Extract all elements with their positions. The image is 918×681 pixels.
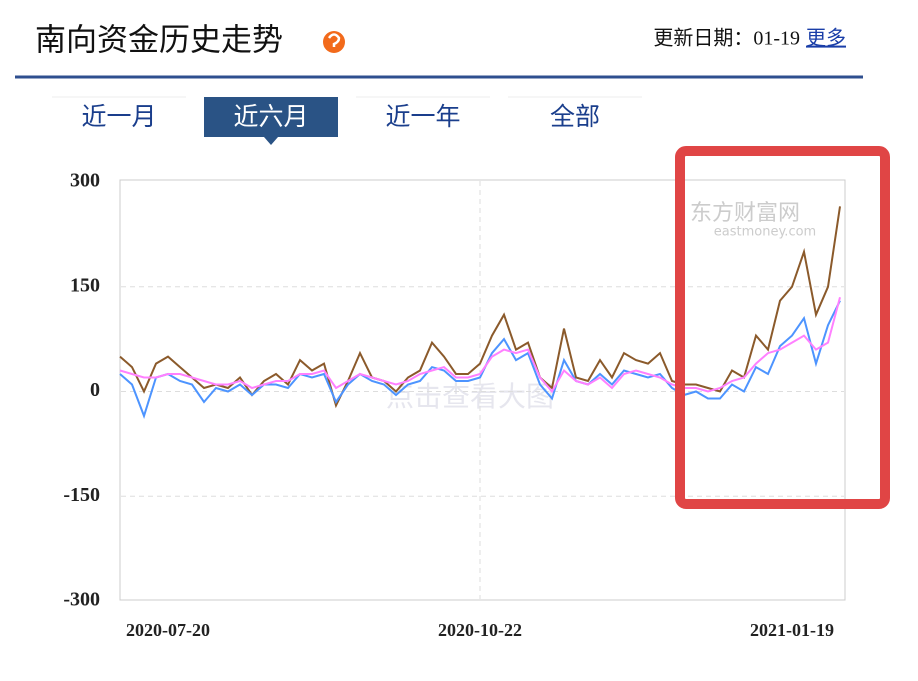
series-line — [119, 300, 841, 419]
y-tick-label: 0 — [90, 379, 100, 401]
plot-frame — [119, 179, 846, 601]
x-tick-label: 2021-01-19 — [750, 620, 834, 640]
tab[interactable]: 近六月 — [233, 102, 308, 131]
x-tick-label: 2020-10-22 — [438, 620, 522, 640]
highlight-box — [675, 146, 890, 509]
series-line — [119, 206, 841, 409]
title: 南向资金历史走势 — [35, 23, 283, 59]
help-icon[interactable] — [323, 31, 345, 53]
x-tick-label: 2020-07-20 — [126, 620, 210, 640]
tab-pointer — [264, 137, 278, 145]
tab-active-bg — [204, 97, 338, 137]
y-tick-label: 150 — [70, 274, 100, 296]
y-tick-label: -150 — [63, 484, 100, 506]
tab[interactable]: 全部 — [550, 102, 600, 131]
series-line — [119, 296, 841, 394]
tab[interactable]: 近一年 — [385, 102, 460, 131]
watermark-site: eastmoney.com — [714, 225, 816, 240]
more-link[interactable]: 更多 — [806, 27, 846, 50]
watermark-brand: 东方财富网 — [690, 201, 800, 226]
y-tick-label: 300 — [70, 170, 100, 192]
y-tick-label: -300 — [63, 589, 100, 611]
update-date: 更新日期：01-19 — [653, 27, 800, 50]
tab[interactable]: 近一月 — [81, 102, 156, 131]
watermark-hint[interactable]: 点击查看大图 — [386, 380, 554, 413]
